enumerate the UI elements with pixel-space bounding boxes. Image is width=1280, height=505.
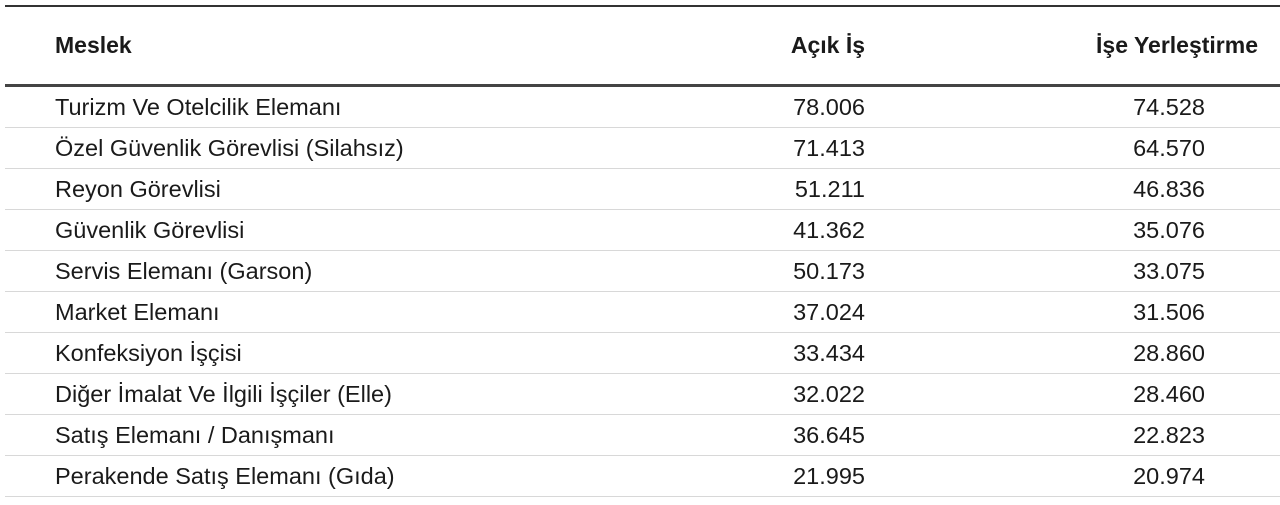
table-row: Satış Elemanı / Danışmanı 36.645 22.823 [5,414,1280,456]
placements-cell: 20.974 [865,455,1280,497]
occupation-table: Meslek Açık İş İşe Yerleştirme Turizm Ve… [5,7,1280,497]
open-jobs-cell: 36.645 [745,414,865,456]
table-row: Market Elemanı 37.024 31.506 [5,291,1280,333]
header-ise-yerlestirme: İşe Yerleştirme [865,7,1280,87]
open-jobs-cell: 21.995 [745,455,865,497]
table-row: Konfeksiyon İşçisi 33.434 28.860 [5,332,1280,374]
open-jobs-cell: 51.211 [745,168,865,210]
table-row: Özel Güvenlik Görevlisi (Silahsız) 71.413… [5,127,1280,169]
occupation-cell: Güvenlik Görevlisi [5,209,745,251]
placements-cell: 35.076 [865,209,1280,251]
occupation-cell: Konfeksiyon İşçisi [5,332,745,374]
table-row: Servis Elemanı (Garson) 50.173 33.075 [5,250,1280,292]
table-row: Reyon Görevlisi 51.211 46.836 [5,168,1280,210]
placements-cell: 46.836 [865,168,1280,210]
occupation-cell: Satış Elemanı / Danışmanı [5,414,745,456]
occupation-cell: Perakende Satış Elemanı (Gıda) [5,455,745,497]
open-jobs-cell: 33.434 [745,332,865,374]
occupation-cell: Servis Elemanı (Garson) [5,250,745,292]
open-jobs-cell: 71.413 [745,127,865,169]
placements-cell: 64.570 [865,127,1280,169]
table-row: Perakende Satış Elemanı (Gıda) 21.995 20.9… [5,455,1280,497]
open-jobs-cell: 78.006 [745,85,865,128]
open-jobs-cell: 32.022 [745,373,865,415]
placements-cell: 28.460 [865,373,1280,415]
occupation-cell: Turizm Ve Otelcilik Elemanı [5,85,745,128]
placements-cell: 22.823 [865,414,1280,456]
placements-cell: 33.075 [865,250,1280,292]
header-acik-is: Açık İş [745,7,865,87]
open-jobs-cell: 37.024 [745,291,865,333]
header-meslek: Meslek [5,7,745,87]
occupation-cell: Reyon Görevlisi [5,168,745,210]
open-jobs-cell: 50.173 [745,250,865,292]
open-jobs-cell: 41.362 [745,209,865,251]
header-row: Meslek Açık İş İşe Yerleştirme [5,7,1280,87]
table-row: Diğer İmalat Ve İlgili İşçiler (Elle) 32.… [5,373,1280,415]
table-row: Güvenlik Görevlisi 41.362 35.076 [5,209,1280,251]
occupation-cell: Market Elemanı [5,291,745,333]
table-row: Turizm Ve Otelcilik Elemanı 78.006 74.528 [5,85,1280,128]
placements-cell: 31.506 [865,291,1280,333]
placements-cell: 74.528 [865,85,1280,128]
occupation-cell: Özel Güvenlik Görevlisi (Silahsız) [5,127,745,169]
placements-cell: 28.860 [865,332,1280,374]
top-rule [5,5,1280,7]
occupation-cell: Diğer İmalat Ve İlgili İşçiler (Elle) [5,373,745,415]
